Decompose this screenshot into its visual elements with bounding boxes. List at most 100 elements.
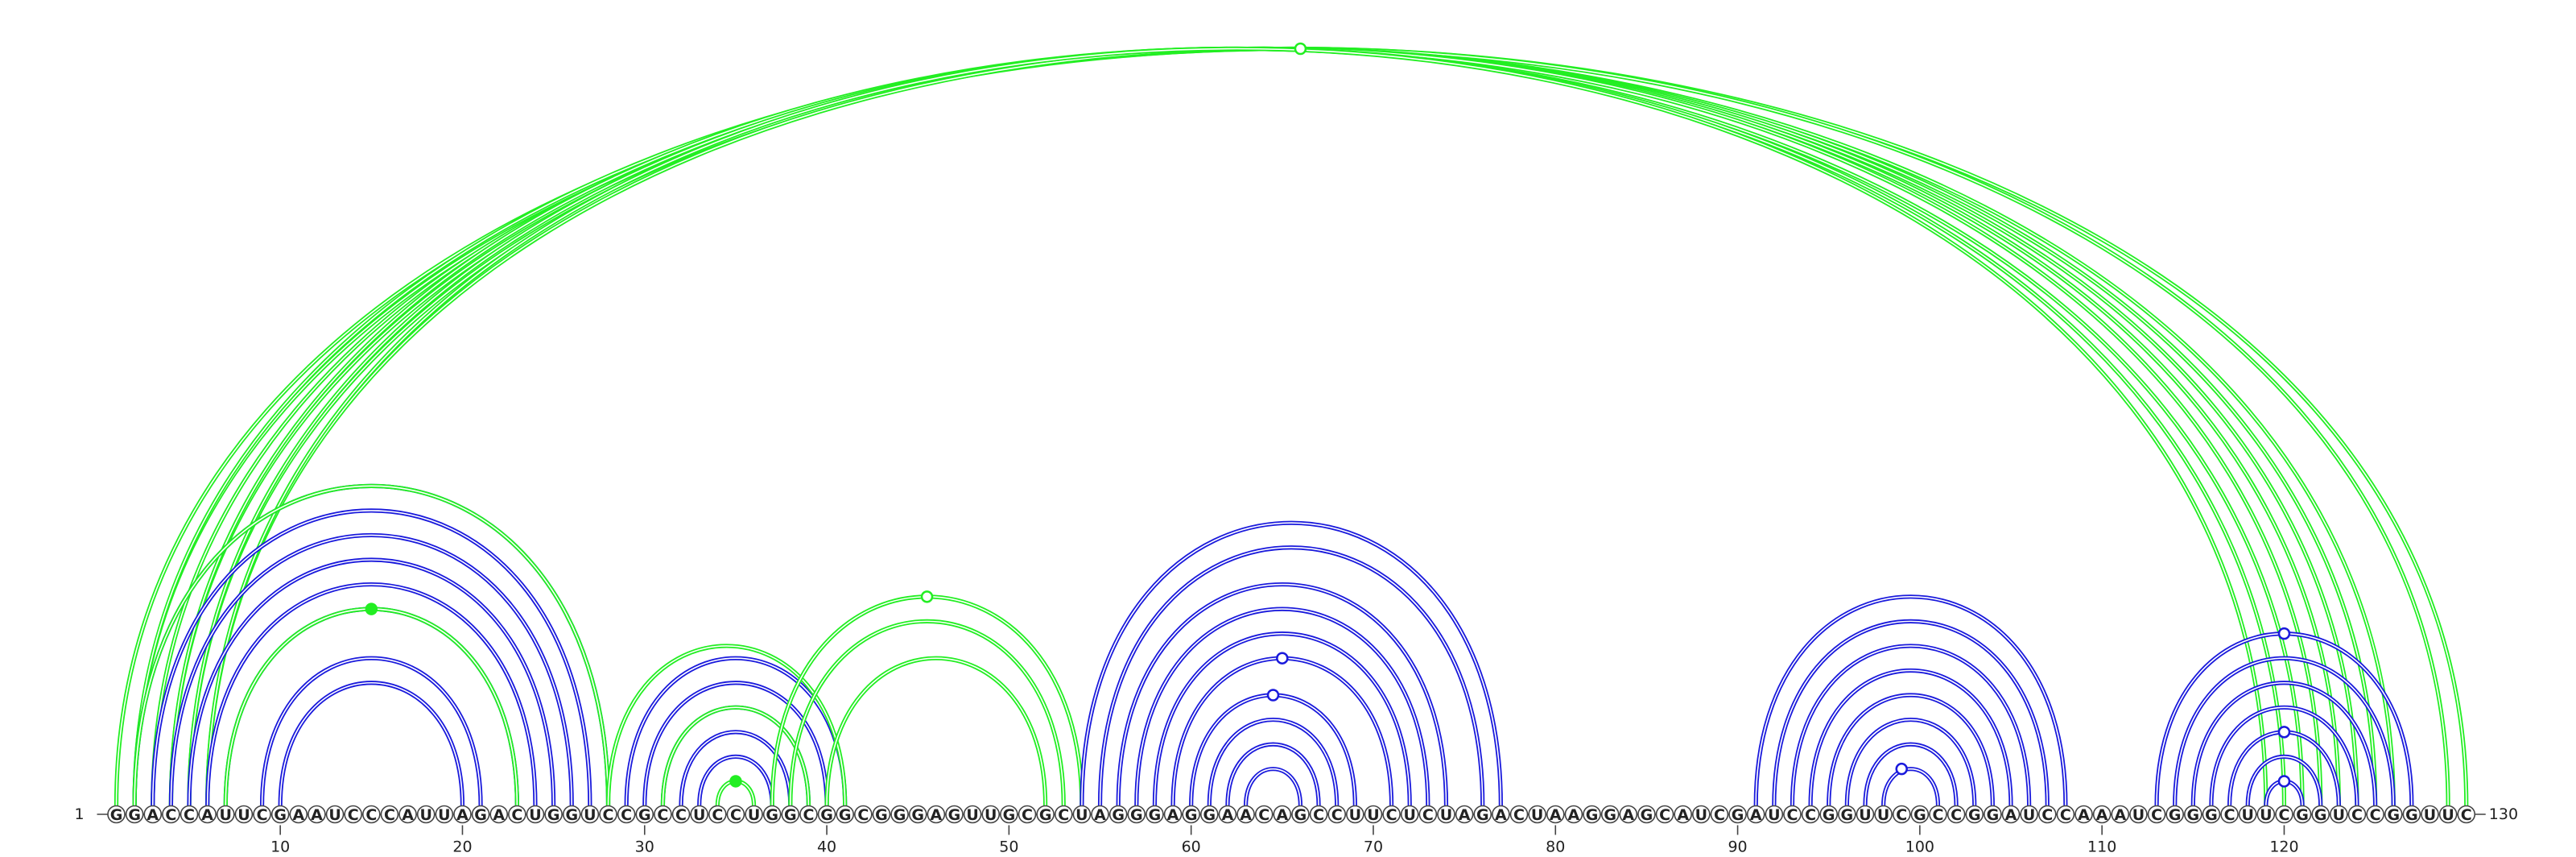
nucleotide: G — [836, 805, 854, 824]
nucleotide: C — [1892, 805, 1911, 824]
nucleotide: U — [1528, 805, 1546, 824]
nucleotide-circle — [471, 805, 490, 824]
nucleotide-circle — [1528, 805, 1546, 824]
nucleotide-letter: U — [328, 806, 341, 824]
nucleotide-circle — [908, 805, 927, 824]
nucleotide: A — [453, 805, 472, 824]
nucleotide-letter: C — [1422, 806, 1434, 824]
nucleotide-letter: C — [2041, 806, 2053, 824]
nucleotide-circle — [872, 805, 891, 824]
nucleotide: U — [234, 805, 254, 824]
nucleotide: U — [2256, 805, 2276, 824]
nucleotide: C — [1946, 805, 1966, 824]
nucleotide-circle — [1018, 805, 1037, 824]
nucleotide-letter: A — [2114, 806, 2126, 824]
nucleotide: A — [1746, 805, 1765, 824]
nucleotide-circle — [1309, 805, 1328, 824]
tick-label: 20 — [452, 838, 472, 856]
nucleotide: C — [1783, 805, 1802, 824]
nucleotide-circle — [162, 805, 180, 824]
nucleotide-circle — [2001, 805, 2021, 824]
arc-core-9-21 — [261, 657, 481, 806]
nucleotide-letter: G — [2187, 806, 2200, 824]
nucleotide: G — [1000, 805, 1018, 824]
nucleotide: A — [1218, 805, 1237, 824]
nucleotide-circle — [1054, 805, 1073, 824]
nucleotide-letter: U — [2424, 806, 2436, 824]
nucleotide: U — [1400, 805, 1419, 824]
nucleotide-circle — [762, 805, 782, 824]
arc-apex-marker-6 — [1895, 762, 1908, 776]
nucleotide: A — [1619, 805, 1638, 824]
nucleotide-circle — [526, 805, 545, 824]
arc-core-31-39 — [662, 706, 810, 806]
nucleotide-letter: G — [565, 806, 578, 824]
nucleotide-letter: C — [1513, 806, 1525, 824]
nucleotide-letter: G — [1149, 806, 1162, 824]
nucleotide-circle — [1783, 805, 1802, 824]
nucleotide: A — [398, 805, 417, 824]
nucleotide-circle — [1965, 805, 1984, 824]
nucleotide: G — [1127, 805, 1146, 824]
nucleotide-circle — [216, 805, 235, 824]
nucleotide-circle — [1000, 805, 1018, 824]
nucleotide-letter: G — [1732, 806, 1744, 824]
nucleotide-letter: C — [348, 806, 359, 824]
arc-apex-marker-7 — [2277, 627, 2291, 640]
nucleotide: G — [2202, 805, 2221, 824]
arc-alternative-2-126 — [132, 47, 2396, 806]
nucleotide-circle — [544, 805, 563, 824]
nucleotide-letter: G — [1841, 806, 1854, 824]
nucleotide-circle — [708, 805, 727, 824]
nucleotide-letter: U — [237, 806, 250, 824]
nucleotide-circle — [1127, 805, 1146, 824]
nucleotide-letter: C — [1331, 806, 1343, 824]
nucleotide: G — [2384, 805, 2403, 824]
nucleotide-letter: G — [1913, 806, 1926, 824]
nucleotide-circle — [308, 805, 326, 824]
nucleotide-letter: C — [2060, 806, 2071, 824]
nucleotide-letter: C — [1058, 806, 1069, 824]
arc-core-115-125 — [2192, 681, 2376, 806]
arc-primary-92-107 — [1772, 619, 2050, 806]
nucleotide: C — [2147, 805, 2166, 824]
arc-core-28-41 — [607, 645, 846, 806]
arc-core-2-28 — [134, 485, 609, 806]
arc-alternative-4-124 — [168, 47, 2359, 806]
nucleotide: G — [1108, 805, 1128, 824]
nucleotide-circle — [2147, 805, 2166, 824]
nucleotide: C — [599, 805, 617, 824]
nucleotide-letter: U — [584, 806, 596, 824]
nucleotide-letter: G — [1476, 806, 1489, 824]
arc-core-59-71 — [1172, 657, 1393, 806]
arc-core-95-104 — [1827, 694, 1994, 806]
nucleotide-circle — [489, 805, 509, 824]
nucleotide: G — [1728, 805, 1747, 824]
nucleotide: C — [708, 805, 727, 824]
nucleotide-letter: G — [1987, 806, 2000, 824]
nucleotide: G — [2402, 805, 2421, 824]
nucleotide-letter: U — [529, 806, 541, 824]
nucleotide-circle — [270, 805, 290, 824]
nucleotide-circle — [1929, 805, 1947, 824]
arc-primary-57-73 — [1134, 607, 1430, 806]
nucleotide-letter: G — [1294, 806, 1307, 824]
nucleotide-circle — [2275, 805, 2293, 824]
nucleotide-letter: G — [1586, 806, 1599, 824]
nucleotide-circle — [1146, 805, 1164, 824]
arc-alternative-7-23 — [223, 607, 519, 806]
nucleotide-letter: G — [911, 806, 924, 824]
nucleotide-letter: G — [820, 806, 833, 824]
nucleotide: U — [2129, 805, 2148, 824]
nucleotide-circle — [945, 805, 964, 824]
nucleotide-letter: C — [165, 806, 176, 824]
nucleotide: U — [1856, 805, 1875, 824]
nucleotide: C — [1054, 805, 1073, 824]
nucleotide-letter: U — [693, 806, 705, 824]
arc-apex-marker-2 — [729, 775, 742, 788]
arc-core-4-121 — [170, 48, 2303, 806]
nucleotide: A — [198, 805, 217, 824]
arc-core-54-77 — [1081, 522, 1502, 806]
nucleotide: C — [362, 805, 381, 824]
nucleotide: A — [1163, 805, 1183, 824]
